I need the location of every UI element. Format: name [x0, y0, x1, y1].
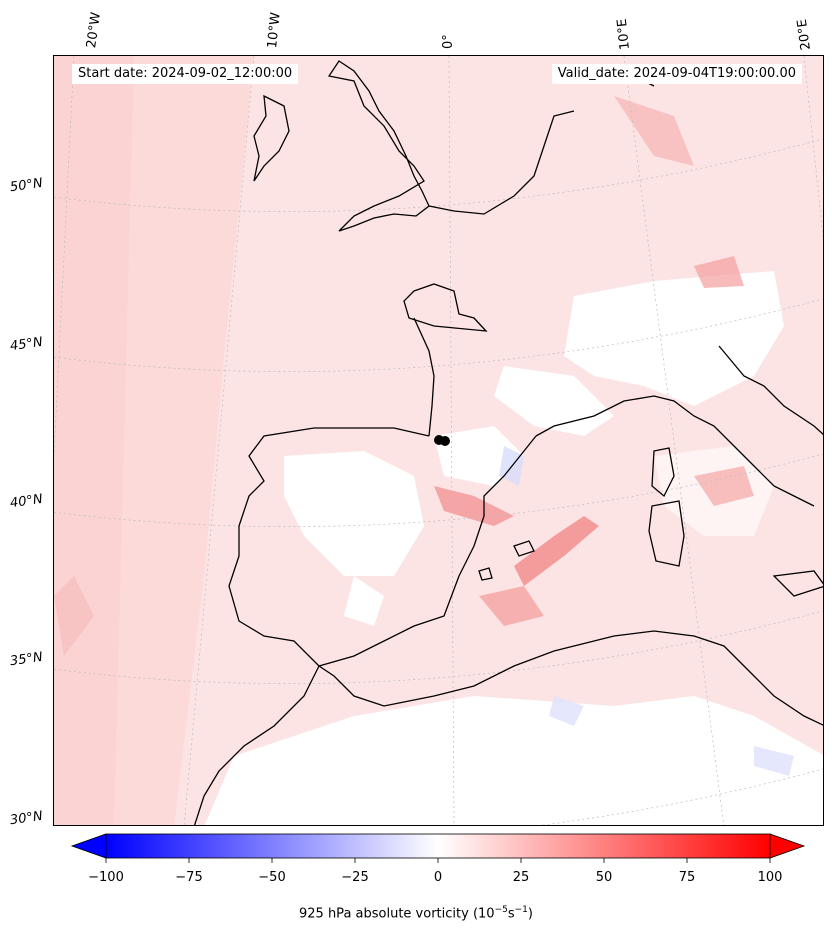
lon-label-0: 0° [441, 34, 456, 49]
sahara-white-patch [204, 696, 823, 825]
graticule [54, 56, 823, 825]
lat-label-40n: 40°N [9, 491, 44, 512]
colorbar-label: 925 hPa absolute vorticity (10−5s−1) [299, 905, 533, 922]
lon-label-20w: 20°W [84, 11, 104, 49]
colorbar-gradient [105, 833, 771, 859]
lat-label-45n: 45°N [9, 334, 44, 355]
colorbar-tick-label: 0 [433, 870, 443, 885]
lat-label-35n: 35°N [9, 649, 44, 670]
lon-label-20e: 20°E [794, 18, 814, 52]
colorbar-min-extend [70, 833, 107, 859]
colorbar-ticks [105, 858, 771, 863]
colorbar-tick-label: 75 [678, 870, 696, 885]
colorbar-tick-label: 25 [512, 870, 530, 885]
colorbar-tick-label: −100 [88, 870, 124, 885]
alps-white-patch [564, 271, 784, 406]
colorbar-tick-label: 100 [757, 870, 783, 885]
lon-label-10e: 10°E [614, 17, 633, 51]
colorbar-tick-label: −50 [258, 870, 286, 885]
lat-label-50n: 50°N [9, 175, 44, 196]
iberia-white-patch [284, 451, 424, 576]
start-date-label: Start date: 2024-09-02_12:00:00 [72, 64, 299, 84]
colorbar-tick-label: −25 [341, 870, 369, 885]
storm-center-marker [434, 435, 450, 446]
lon-label-10w: 10°W [265, 11, 284, 50]
lat-label-30n: 30°N [9, 808, 44, 829]
valid-date-label: Valid_date: 2024-09-04T19:00:00.00 [551, 64, 802, 84]
coastlines [193, 60, 823, 825]
colorbar-tick-label: −75 [175, 870, 203, 885]
colorbar [70, 833, 806, 863]
vorticity-map [54, 56, 823, 825]
colorbar-tick-label: 50 [595, 870, 613, 885]
map-panel[interactable] [53, 55, 824, 826]
colorbar-max-extend [769, 833, 806, 859]
